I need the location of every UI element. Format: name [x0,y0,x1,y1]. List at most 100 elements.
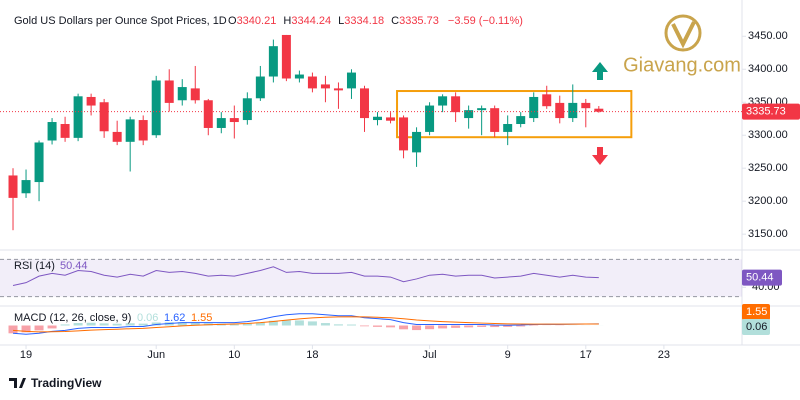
arrow-down [592,147,608,165]
candle-body [125,119,135,142]
candle-body [307,76,317,89]
axis-label: 1.55 [746,306,767,318]
candle-body [320,84,330,89]
candle-body [359,88,369,119]
macd-histogram-bar [190,322,200,326]
logo-ring [664,14,702,52]
macd-histogram-bar [464,325,474,328]
macd-histogram-bar [281,320,291,326]
signal-value: 1.55 [191,312,212,324]
macd-histogram-bar [490,325,500,328]
c-label: C [391,15,399,27]
y-tick-label: 3200.00 [748,195,788,207]
candle-body [438,96,448,106]
candle-body [112,131,122,142]
candle-body [412,131,422,153]
candle-body [73,96,83,138]
h-label: H [283,15,291,27]
macd-histogram-bar [399,325,409,330]
macd-histogram-bar [99,323,109,326]
candle-body [255,76,265,99]
macd-histogram-bar [268,320,278,326]
axis-label: 50.44 [746,271,774,283]
candle-body [333,88,343,91]
axis-label-bg [742,103,800,120]
close-value: 3335.73 [399,15,439,27]
rsi-band [0,259,742,297]
rsi-line [12,266,599,286]
macd-histogram-bar [73,323,83,326]
candle-body [229,118,239,123]
macd-histogram-bar [359,325,369,327]
candle-body [190,88,200,101]
macd-histogram-bar [294,320,304,326]
axis-label-bg [742,269,782,286]
macd-value: 1.62 [164,312,185,324]
arrow-up [592,62,608,80]
footer: TradingView [9,376,102,390]
macd-line [12,313,599,335]
axis-label-bg [742,304,770,320]
x-tick-label: 17 [580,349,592,361]
ohlc: O3340.21 H3344.24 L3334.18 C3335.73 −3.5… [228,15,523,27]
candle-body [425,105,435,132]
candle-body [568,102,578,119]
l-label: L [338,15,344,27]
header: Gold US Dollars per Ounce Spot Prices, 1… [14,15,523,27]
macd-histogram-bar [346,324,356,326]
high-value: 3344.24 [291,15,331,27]
y-tick-label: 3150.00 [748,228,788,240]
x-tick-label: 23 [658,349,670,361]
candle-body [216,118,226,128]
y-tick-label: 3250.00 [748,162,788,174]
candle-body [242,98,252,121]
candle-body [34,142,44,183]
pane-title: MACD (12, 26, close, 9) [14,312,131,324]
axis-label: 3335.73 [746,106,786,118]
logo-mark [671,21,696,49]
macd-histogram-bar [242,323,252,326]
macd-histogram-bar [125,323,135,326]
tv-logo [9,378,26,388]
o-label: O [228,15,237,27]
watermark: Giavang.com [623,54,741,76]
candle-body [503,124,513,132]
macd-histogram-bar [138,323,148,326]
pane-title: RSI (14) [14,260,55,272]
macd-histogram-bar [255,322,265,326]
candle-body [399,117,409,151]
x-tick-label: 10 [228,349,240,361]
candle-body [268,46,278,77]
y-tick-label: 3400.00 [748,63,788,75]
candle-body [21,180,31,194]
pane-value: 50.44 [60,260,88,272]
macd-histogram-bar [307,321,317,326]
candle-body [138,120,148,141]
low-value: 3334.18 [344,15,384,27]
x-tick-label: 18 [306,349,318,361]
x-tick-label: 19 [20,349,32,361]
candle-body [203,100,213,128]
signal-line [12,316,599,333]
open-value: 3340.21 [237,15,277,27]
y-tick-label: 3450.00 [748,30,788,42]
candle-body [86,96,96,106]
macd-histogram-bar [373,325,383,327]
y-tick-label: 3300.00 [748,129,788,141]
candle-body [542,94,552,107]
candle-body [346,72,356,89]
macd-histogram-bar [86,322,96,326]
macd-histogram-bar [47,325,57,329]
chart-title: Gold US Dollars per Ounce Spot Prices, 1… [14,15,227,27]
macd-histogram-bar [8,325,18,334]
macd-histogram-bar [333,324,343,326]
candle-body [281,34,291,79]
candle-body [555,102,565,119]
x-tick-label: Jun [147,349,165,361]
macd-histogram-bar [438,325,448,329]
macd-histogram-bar [320,323,330,326]
candle-body [477,108,487,111]
candle-body [490,108,500,132]
candle-body [151,80,161,136]
